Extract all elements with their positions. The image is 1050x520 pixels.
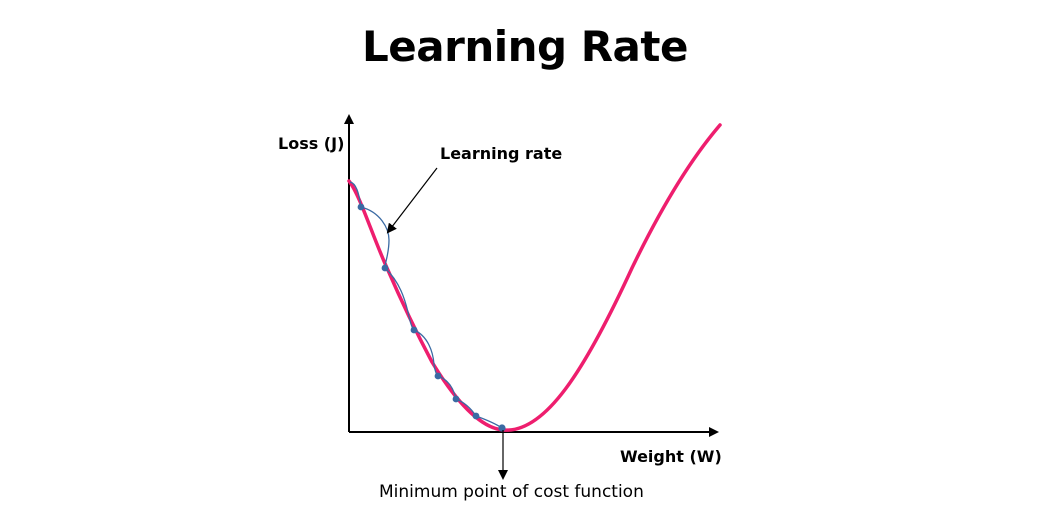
step-points <box>357 203 506 432</box>
learning-rate-arrow <box>386 167 438 234</box>
step-point <box>410 326 418 334</box>
step-arc <box>360 206 390 269</box>
step-arcs <box>349 181 503 429</box>
step-point <box>357 203 365 211</box>
step-point <box>452 395 460 403</box>
step-point <box>381 264 389 272</box>
loss-curve <box>347 123 722 432</box>
y-axis-label: Loss (J) <box>278 134 345 153</box>
minimum-point-label: Minimum point of cost function <box>379 482 644 502</box>
step-point <box>434 372 442 380</box>
step-point <box>498 424 506 432</box>
diagram-title: Learning Rate <box>362 22 688 71</box>
step-point <box>472 412 480 420</box>
learning-rate-label: Learning rate <box>440 144 563 163</box>
x-axis-label: Weight (W) <box>620 447 722 466</box>
step-arc <box>349 181 362 208</box>
